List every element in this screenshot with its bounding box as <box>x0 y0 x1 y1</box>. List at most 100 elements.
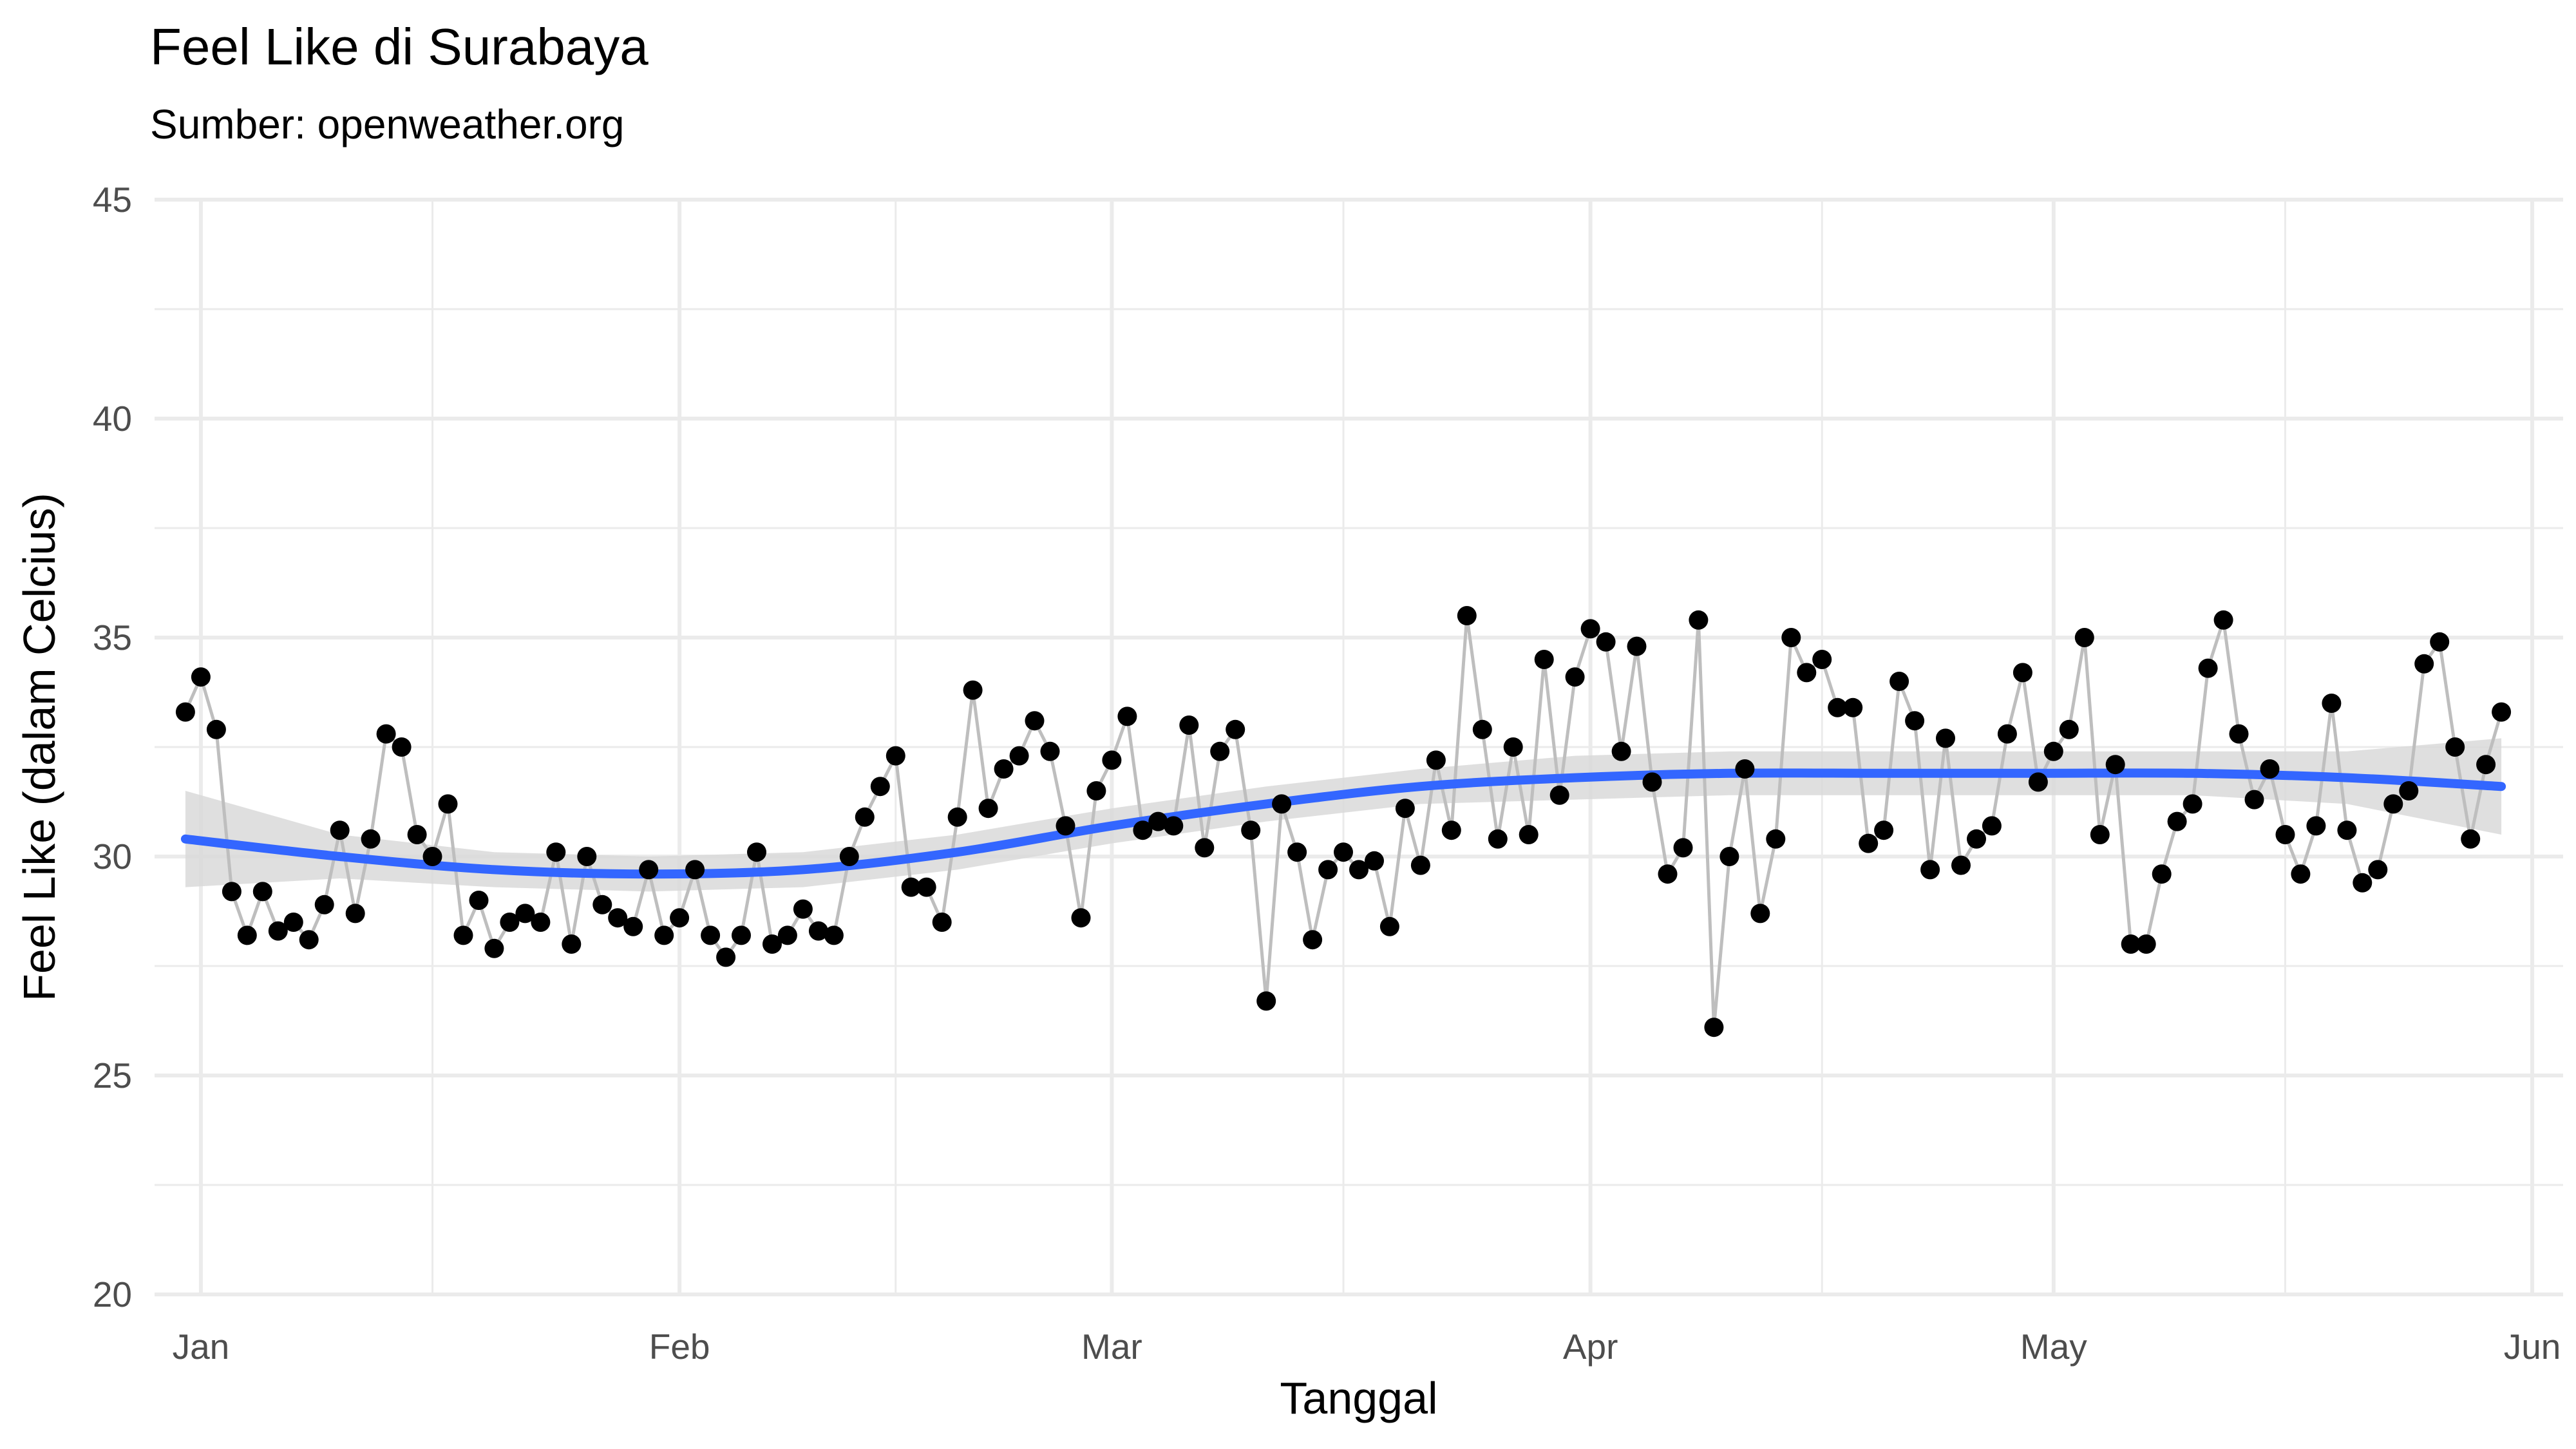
data-point <box>1040 741 1060 761</box>
data-point <box>222 882 242 902</box>
x-tick-label: Feb <box>649 1327 710 1367</box>
chart-title: Feel Like di Surabaya <box>150 18 649 75</box>
data-point <box>1117 706 1137 726</box>
data-point <box>191 667 211 687</box>
data-point <box>639 860 659 880</box>
data-point <box>947 807 967 827</box>
data-point <box>237 925 257 945</box>
data-point <box>2430 632 2450 652</box>
data-point <box>701 925 721 945</box>
data-point <box>1148 811 1168 831</box>
y-tick-label: 45 <box>93 180 132 220</box>
data-point <box>345 904 365 923</box>
data-point <box>1549 785 1569 805</box>
data-point <box>484 938 504 958</box>
data-point <box>1565 667 1585 687</box>
data-point <box>531 913 551 932</box>
data-point <box>2244 790 2264 810</box>
data-point <box>901 877 921 897</box>
data-point <box>453 925 473 945</box>
x-tick-label: Jun <box>2504 1327 2561 1367</box>
y-tick-label: 40 <box>93 399 132 439</box>
data-point <box>1874 820 1894 840</box>
data-point <box>1179 715 1199 735</box>
data-point <box>1379 916 1399 936</box>
data-point <box>1735 759 1755 779</box>
data-point <box>1982 816 2002 836</box>
data-point <box>546 842 566 862</box>
data-point <box>407 825 427 844</box>
data-point <box>1936 728 1955 748</box>
data-point <box>1426 750 1446 770</box>
data-point <box>870 777 890 797</box>
y-tick-label: 25 <box>93 1056 132 1095</box>
data-point <box>1843 697 1863 717</box>
data-point <box>2306 816 2326 836</box>
data-point <box>1766 829 1786 849</box>
y-tick-label: 30 <box>93 837 132 876</box>
grid <box>155 198 2563 1296</box>
data-point <box>268 921 288 941</box>
data-point <box>2383 794 2403 814</box>
data-point <box>1580 619 1600 639</box>
data-point <box>1441 820 1461 840</box>
data-point <box>916 877 936 897</box>
data-point <box>330 820 350 840</box>
data-point <box>252 882 272 902</box>
data-point <box>2028 772 2048 792</box>
chart-subtitle: Sumber: openweather.org <box>150 101 624 147</box>
data-point <box>1642 772 1662 792</box>
data-point <box>670 908 690 928</box>
data-point <box>1889 672 1909 691</box>
data-point <box>1997 724 2017 744</box>
data-point <box>1457 606 1477 625</box>
data-point <box>577 847 597 866</box>
data-point <box>2043 741 2063 761</box>
data-point <box>2121 934 2141 954</box>
data-point <box>1025 711 1045 731</box>
y-tick-label: 20 <box>93 1274 132 1314</box>
data-point <box>2322 694 2342 713</box>
data-point <box>808 921 828 941</box>
data-point <box>1133 820 1153 840</box>
y-tick-label: 35 <box>93 618 132 658</box>
data-point <box>2399 781 2419 800</box>
data-point <box>1102 750 1122 770</box>
data-point <box>2136 934 2156 954</box>
x-tick-label: Mar <box>1081 1327 1142 1367</box>
data-point <box>592 895 612 914</box>
data-point <box>747 842 766 862</box>
data-point <box>762 934 782 954</box>
data-point <box>1472 719 1492 739</box>
y-axis-title: Feel Like (dalam Celcius) <box>14 493 64 1001</box>
data-point <box>1673 838 1693 858</box>
data-point <box>376 724 396 744</box>
data-point <box>2152 864 2172 884</box>
data-point <box>2167 811 2187 831</box>
data-point <box>422 847 442 866</box>
data-point <box>978 799 998 819</box>
data-point <box>1951 855 1971 875</box>
data-point <box>824 925 844 945</box>
data-point <box>1056 816 1075 836</box>
data-point <box>654 925 674 945</box>
data-point <box>793 899 813 919</box>
data-point <box>1071 908 1091 928</box>
data-point <box>777 925 797 945</box>
data-point <box>2074 628 2094 647</box>
data-point <box>1920 860 1940 880</box>
data-point <box>1164 816 1184 836</box>
data-point <box>175 702 195 722</box>
data-point <box>1318 860 1338 880</box>
data-point <box>963 680 983 700</box>
data-point <box>1812 650 1832 669</box>
x-tick-label: May <box>2020 1327 2087 1367</box>
data-point <box>2012 663 2032 683</box>
data-point <box>1009 746 1029 766</box>
data-point <box>1256 991 1276 1011</box>
data-point <box>2229 724 2249 744</box>
data-point <box>1195 838 1215 858</box>
data-point <box>1797 663 1817 683</box>
data-point <box>1611 741 1631 761</box>
data-point <box>2368 860 2388 880</box>
